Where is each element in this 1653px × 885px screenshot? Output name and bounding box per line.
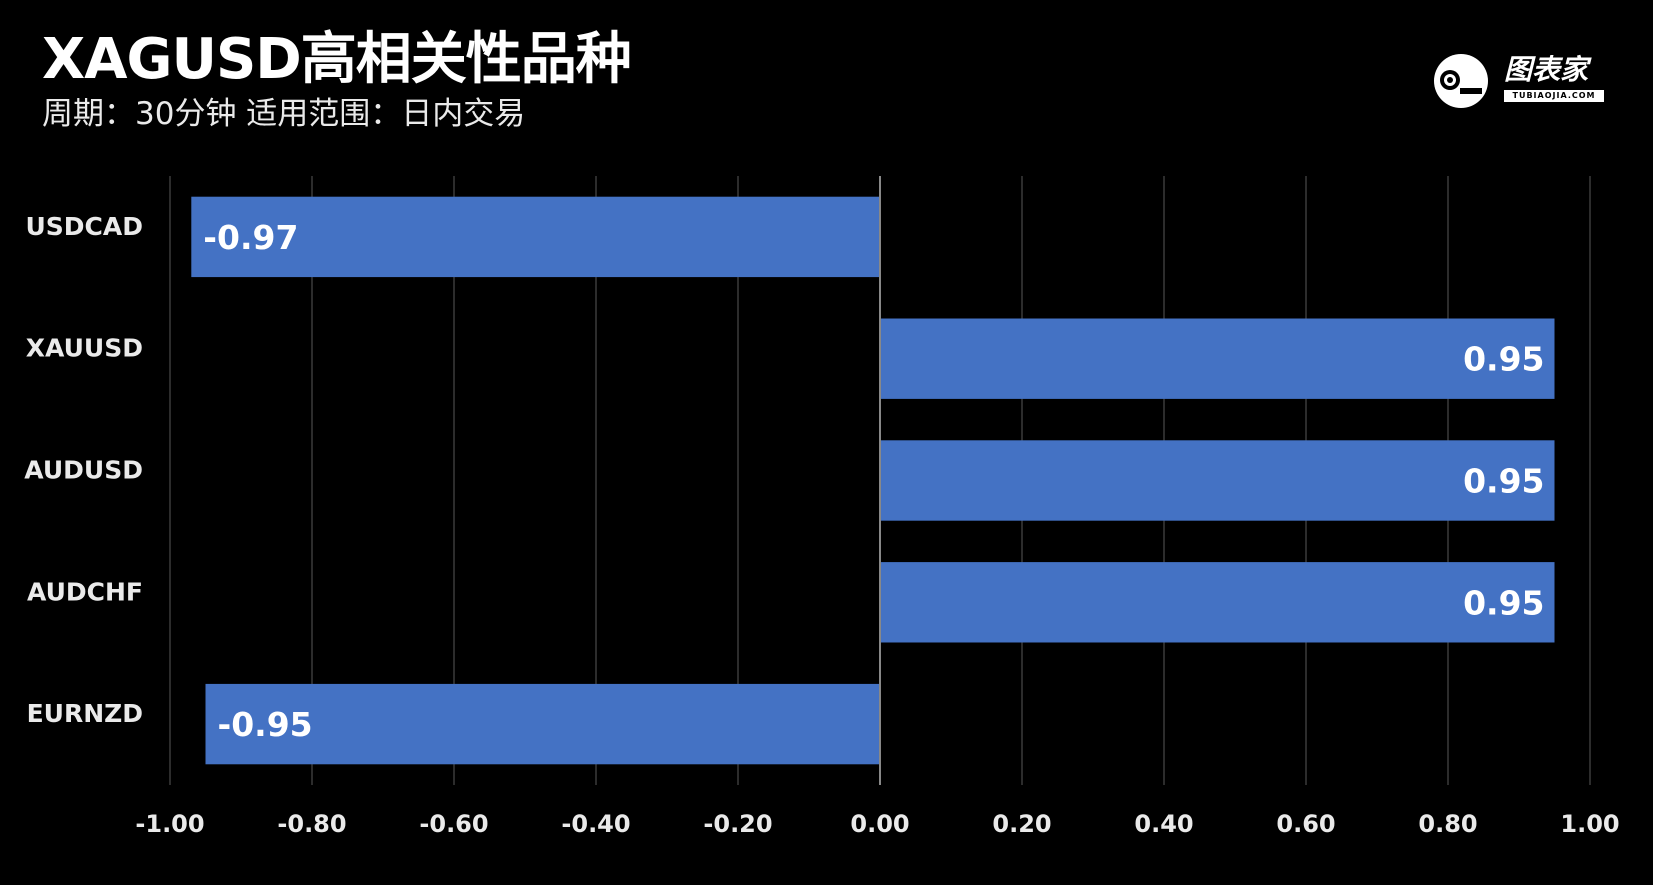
chart-subtitle: 周期：30分钟 适用范围：日内交易 [42,96,526,132]
category-label: EURNZD [27,699,143,728]
data-label: 0.95 [1463,340,1544,379]
x-tick-label: -0.60 [419,810,488,838]
logo-subtext: TUBIAOJIA.COM [1504,90,1604,102]
category-label: XAUUSD [26,334,143,363]
x-tick-label: 0.00 [850,810,909,838]
bar [880,440,1555,521]
data-label: -0.97 [203,218,298,257]
x-tick-labels: -1.00 -0.80 -0.60 -0.40 -0.20 0.00 0.20 0.40 0.6… [135,810,1619,838]
x-tick-label: 0.20 [992,810,1051,838]
x-tick-label: 0.40 [1134,810,1193,838]
category-labels: USDCAD XAUUSD AUDUSD AUDCHF EURNZD [24,212,143,728]
category-label: AUDUSD [24,456,143,485]
x-tick-label: -0.20 [703,810,772,838]
bar-series: -0.97 0.95 0.95 0.95 -0.95 [191,196,1555,765]
category-label: USDCAD [25,212,143,241]
bar [191,196,881,278]
data-label: 0.95 [1463,462,1544,501]
x-tick-label: -1.00 [135,810,204,838]
bar [880,562,1555,643]
bar [880,318,1555,399]
robot-head-icon [1434,54,1488,108]
brand-logo: 图表家 TUBIAOJIA.COM [1430,50,1610,112]
x-tick-label: 0.60 [1276,810,1335,838]
x-tick-label: 0.80 [1418,810,1477,838]
x-tick-label: 1.00 [1560,810,1619,838]
x-tick-label: -0.80 [277,810,346,838]
data-label: 0.95 [1463,583,1544,622]
data-label: -0.95 [218,705,313,744]
chart-title: XAGUSD高相关性品种 [42,27,632,92]
logo-text: 图表家 [1504,53,1589,86]
category-label: AUDCHF [27,577,143,606]
x-tick-label: -0.40 [561,810,630,838]
bar [205,683,880,765]
